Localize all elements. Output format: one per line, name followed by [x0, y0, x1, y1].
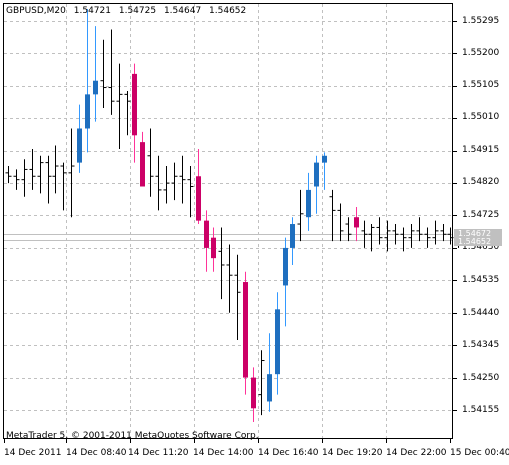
price-tick-label: 1.54630 — [462, 242, 500, 252]
price-tick-label: 1.54345 — [462, 340, 500, 350]
bull-candle-body — [283, 247, 288, 286]
bear-candle-body — [354, 217, 359, 228]
price-tick-label: 1.54440 — [462, 308, 500, 318]
bear-candle-body — [204, 220, 209, 248]
bid-price-box: 1.54652 — [454, 237, 502, 246]
price-tick-label: 1.55200 — [462, 48, 500, 58]
bear-candle-body — [251, 377, 256, 409]
bear-candle-body — [132, 73, 137, 136]
symbol-label: GBPUSD,M20 — [6, 6, 66, 16]
bull-candle-body — [275, 309, 280, 375]
bear-candle-body — [211, 237, 216, 259]
time-tick-label: 14 Dec 08:40 — [66, 448, 127, 458]
bull-candle-body — [306, 189, 311, 218]
high-value: 1.54725 — [118, 6, 157, 16]
bear-candle-body — [140, 142, 145, 187]
price-tick-label: 1.55105 — [462, 80, 500, 90]
bull-candle-body — [290, 224, 295, 248]
time-tick-label: 14 Dec 22:00 — [386, 448, 447, 458]
price-tick-label: 1.55295 — [462, 16, 500, 26]
plot-frame — [3, 3, 453, 439]
open-value: 1.54721 — [73, 6, 111, 16]
price-tick-label: 1.54915 — [462, 145, 500, 155]
time-tick-label: 15 Dec 00:40 — [450, 448, 509, 458]
bull-candle-body — [77, 128, 82, 163]
price-tick-label: 1.54725 — [462, 210, 500, 220]
ask-price-box: 1.54672 — [454, 229, 502, 238]
time-tick-label: 14 Dec 16:40 — [258, 448, 319, 458]
chart-header: GBPUSD,M20 1.54721 1.54725 1.54647 1.546… — [6, 6, 251, 16]
bull-candle-body — [93, 80, 98, 95]
copyright-text: MetaTrader 5, © 2001-2011 MetaQuotes Sof… — [6, 431, 259, 441]
bull-candle-body — [267, 374, 272, 402]
price-tick-label: 1.55010 — [462, 112, 500, 122]
price-tick-label: 1.54250 — [462, 373, 500, 383]
time-tick-label: 14 Dec 14:00 — [193, 448, 254, 458]
price-tick-label: 1.54155 — [462, 405, 500, 415]
price-tick-label: 1.54535 — [462, 275, 500, 285]
bear-candle-body — [243, 282, 248, 378]
bear-candle-body — [196, 176, 201, 221]
bull-candle-body — [322, 155, 327, 163]
time-tick-label: 14 Dec 11:20 — [128, 448, 189, 458]
bull-candle-body — [314, 162, 319, 187]
time-tick-label: 14 Dec 2011 — [4, 448, 62, 458]
low-value: 1.54647 — [163, 6, 202, 16]
time-tick-label: 14 Dec 19:20 — [322, 448, 383, 458]
price-tick-label: 1.54820 — [462, 177, 500, 187]
bull-candle-body — [85, 94, 90, 129]
close-value: 1.54652 — [209, 6, 247, 16]
